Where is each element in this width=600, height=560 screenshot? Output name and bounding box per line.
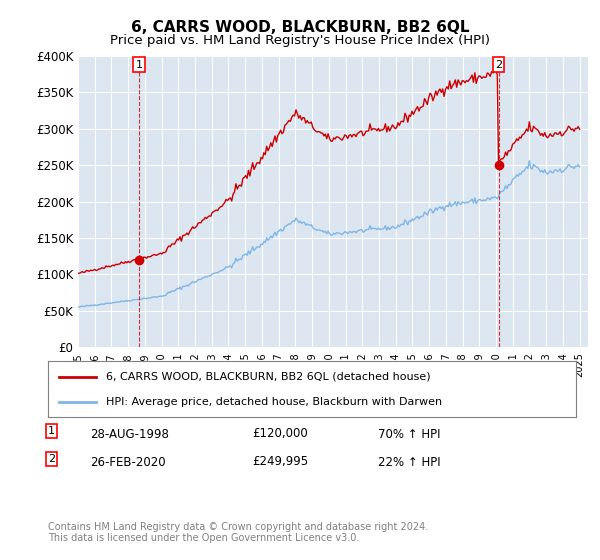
Text: 6, CARRS WOOD, BLACKBURN, BB2 6QL: 6, CARRS WOOD, BLACKBURN, BB2 6QL [131, 20, 469, 35]
Text: Price paid vs. HM Land Registry's House Price Index (HPI): Price paid vs. HM Land Registry's House … [110, 34, 490, 46]
Text: 6, CARRS WOOD, BLACKBURN, BB2 6QL (detached house): 6, CARRS WOOD, BLACKBURN, BB2 6QL (detac… [106, 372, 431, 382]
Text: 28-AUG-1998: 28-AUG-1998 [90, 427, 169, 441]
Text: 2: 2 [495, 60, 502, 69]
Text: 22% ↑ HPI: 22% ↑ HPI [378, 455, 440, 469]
Text: HPI: Average price, detached house, Blackburn with Darwen: HPI: Average price, detached house, Blac… [106, 396, 442, 407]
Text: 1: 1 [48, 426, 55, 436]
Text: 70% ↑ HPI: 70% ↑ HPI [378, 427, 440, 441]
Text: £120,000: £120,000 [252, 427, 308, 441]
Text: 1: 1 [136, 60, 143, 69]
Text: 26-FEB-2020: 26-FEB-2020 [90, 455, 166, 469]
Text: Contains HM Land Registry data © Crown copyright and database right 2024.
This d: Contains HM Land Registry data © Crown c… [48, 521, 428, 543]
Text: 2: 2 [48, 454, 55, 464]
Text: £249,995: £249,995 [252, 455, 308, 469]
